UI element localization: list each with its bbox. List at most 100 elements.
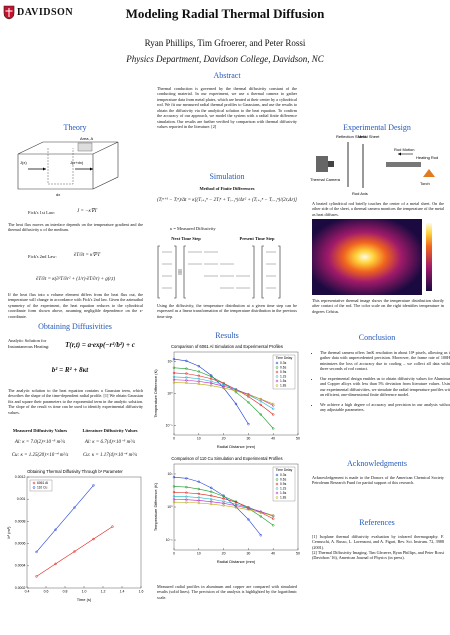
data-point — [172, 500, 176, 504]
figure-label: Area, A — [80, 136, 93, 141]
data-point — [197, 492, 201, 496]
theory-text: If the heat flux into a volume element d… — [8, 292, 143, 319]
figure-label: J(x) — [20, 160, 27, 165]
x-tick-label: 1.6 — [139, 589, 144, 593]
results-caption: Measured radial profiles in aluminum and… — [157, 584, 297, 600]
data-point — [172, 366, 176, 370]
kappa-note: κ = Measured Diffusivity — [170, 226, 216, 231]
section-heading: Results — [215, 331, 239, 340]
x-tick-label: 10 — [197, 436, 201, 440]
data-point — [197, 487, 201, 491]
data-point — [222, 381, 225, 385]
data-point — [185, 491, 188, 494]
data-point — [172, 375, 176, 379]
x-tick-label: 20 — [222, 436, 226, 440]
legend-marker — [275, 473, 279, 477]
data-point — [111, 525, 114, 528]
chart-title: Comparison of 110 Cu Simulation and Expe… — [171, 456, 282, 461]
data-point — [209, 502, 213, 506]
data-point — [209, 497, 213, 501]
legend-marker — [275, 370, 279, 374]
data-point — [185, 498, 188, 501]
data-point — [197, 377, 201, 380]
data-point — [185, 477, 188, 480]
section-heading: Simulation — [209, 172, 245, 181]
legend-marker — [275, 379, 279, 383]
data-point — [54, 562, 57, 566]
y-tick-label: 10¹ — [167, 360, 173, 364]
diagram-label: Rod Axis — [352, 191, 368, 196]
chart-title: Obtaining Thermal Diffusivity Through b²… — [27, 469, 123, 474]
matrix-figure — [157, 245, 281, 299]
legend-marker — [275, 478, 279, 481]
data-point — [259, 533, 263, 537]
data-point — [185, 485, 188, 489]
diffusivity-value: Cu: κ = 1.25(20)×10⁻⁴ m²/s — [11, 453, 69, 458]
x-tick-label: 40 — [271, 436, 275, 440]
data-point — [54, 528, 57, 531]
data-point — [73, 506, 76, 509]
legend-label: 1.8s — [280, 495, 287, 499]
data-point — [172, 498, 176, 501]
data-point — [247, 507, 250, 510]
data-point — [247, 393, 250, 396]
y-tick-label: 0.001 — [17, 497, 26, 501]
data-point — [185, 359, 188, 363]
acknowledgments-text: Acknowledgement is made to the Donors of… — [312, 475, 444, 486]
data-point — [185, 495, 188, 498]
legend-label: 1.2s — [280, 374, 287, 378]
section-heading: Theory — [63, 123, 87, 132]
section-heading: References — [359, 518, 395, 527]
data-point — [271, 427, 275, 430]
legend-label: 1.2s — [280, 486, 287, 490]
y-axis-label: Temperature Difference (K) — [153, 482, 158, 531]
data-point — [259, 397, 263, 401]
experimental-text: A heated cylindrical rod briefly touches… — [312, 201, 444, 217]
data-point — [222, 386, 225, 390]
title: Modeling Radial Thermal Diffusion — [125, 6, 325, 21]
image-caption: This representative thermal image shows … — [312, 298, 444, 314]
equation: (Tᵢⁿ⁺¹ − Tᵢⁿ)/Δt = κ[(Tᵢ₊₁ⁿ − 2Tᵢⁿ + Tᵢ₋… — [156, 198, 298, 203]
data-point — [271, 514, 275, 517]
legend-label: 0.9s — [280, 370, 287, 374]
data-point — [234, 506, 238, 509]
legend-label: 0.3s — [280, 473, 287, 477]
data-point — [172, 378, 176, 381]
series-line — [36, 485, 94, 553]
data-point — [197, 380, 201, 383]
abstract-text: Thermal conduction is governed by the th… — [157, 86, 297, 130]
thermal-image — [312, 219, 432, 295]
data-point — [209, 500, 213, 503]
legend-label: 1.5s — [280, 379, 287, 383]
data-point — [259, 511, 263, 514]
y-tick-label: 10⁻¹ — [166, 538, 174, 542]
legend-label: 110 Cu — [37, 485, 48, 489]
data-point — [35, 550, 38, 554]
conclusion-item: The thermal camera offers 1mK resolution… — [320, 350, 450, 372]
data-point — [73, 550, 76, 553]
data-point — [271, 402, 275, 406]
x-tick-label: 30 — [246, 436, 250, 440]
diffusivity-value: Al: κ = 7.0(2)×10⁻⁵ m²/s — [14, 440, 66, 445]
data-point — [271, 407, 275, 411]
logo-shield — [3, 5, 15, 20]
data-point — [209, 490, 213, 493]
data-point — [197, 501, 201, 505]
data-point — [247, 401, 250, 404]
series-line — [173, 501, 274, 516]
diagram-label: Metal Sheet — [358, 134, 380, 139]
table-heading: Literature Diffusivity Values — [82, 428, 138, 433]
x-axis-label: Radial Distance (mm) — [217, 444, 256, 449]
data-point — [271, 413, 275, 416]
y-axis-label: b² (m²) — [6, 526, 11, 539]
data-point — [35, 575, 38, 578]
section-heading: Experimental Design — [343, 123, 411, 132]
x-tick-label: 0 — [173, 551, 175, 555]
equation: ∂T/∂t = κ(∂²T/∂r² + (1/r)·∂T/∂r) + g(r,t… — [35, 277, 116, 282]
legend-marker — [275, 487, 279, 490]
x-tick-label: 1.4 — [120, 589, 125, 593]
data-point — [185, 381, 188, 385]
legend-marker — [275, 361, 279, 365]
series-line — [173, 476, 262, 536]
x-tick-label: 0.6 — [44, 589, 49, 593]
